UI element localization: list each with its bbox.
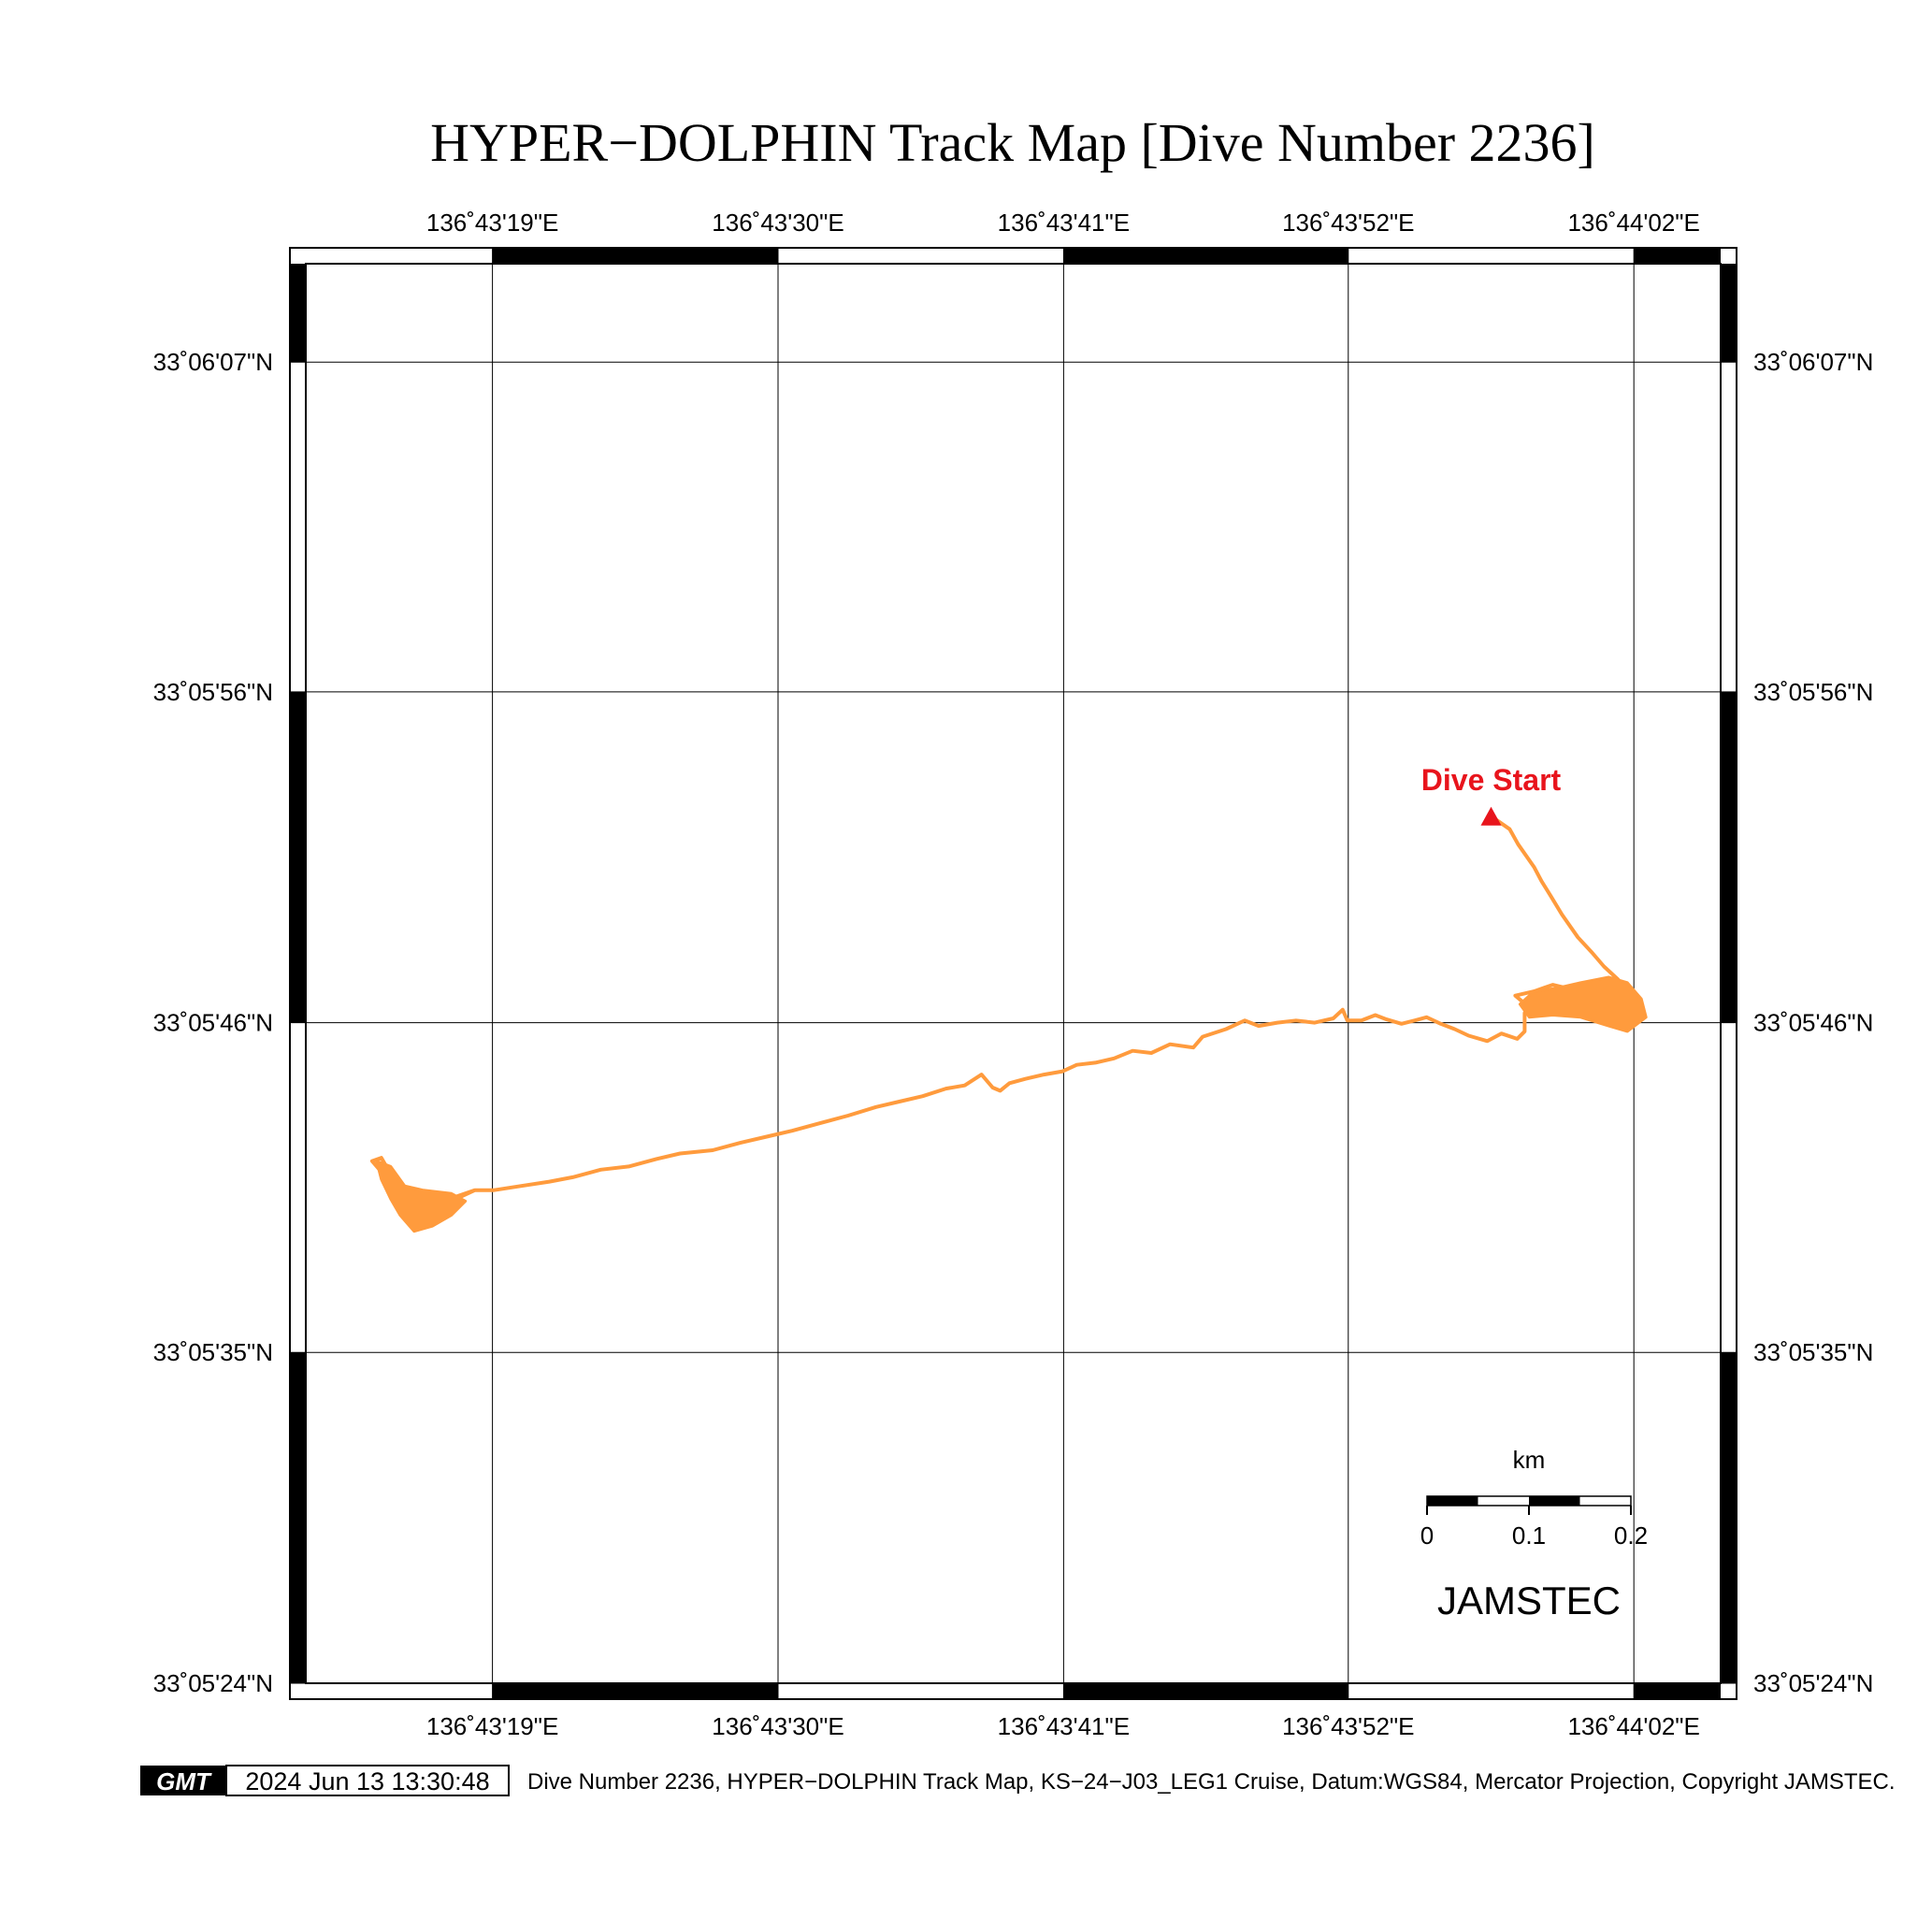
dive-start-label: Dive Start [1421,763,1562,797]
frame-bar-right [1721,691,1737,1023]
frame-outer [289,247,1737,1700]
footer: GMT 2024 Jun 13 13:30:48 Dive Number 223… [140,1765,1896,1796]
dive-track [369,814,1648,1233]
track-survey-cluster [1518,975,1648,1033]
lon-label-top: 136˚44'02"E [1567,209,1699,237]
scale-bar-segment [1529,1496,1580,1506]
timestamp-box [225,1765,510,1796]
scale-unit-label: km [1513,1446,1546,1474]
frame-bar-top [1634,248,1721,264]
dive-start-marker: Dive Start [1421,763,1562,826]
lon-label-top: 136˚43'41"E [998,209,1130,237]
lat-label-right: 33˚05'56"N [1753,678,1873,706]
gmt-logo-box [140,1766,226,1795]
frame-bar-top [492,248,778,264]
scale-bar-segment [1427,1496,1478,1506]
lon-label-top: 136˚43'52"E [1282,209,1414,237]
dive-start-triangle [1480,806,1502,826]
lat-label-right: 33˚05'35"N [1753,1338,1873,1366]
organization-label: JAMSTEC [1437,1579,1621,1622]
frame-bar-left [290,691,306,1023]
frame-bar-right [1721,1352,1737,1683]
lon-label-bottom: 136˚43'30"E [712,1712,843,1740]
frame-bar-bottom [1634,1683,1721,1699]
frame-bar-bottom [1063,1683,1348,1699]
lat-label-right: 33˚05'46"N [1753,1009,1873,1037]
footer-caption: Dive Number 2236, HYPER−DOLPHIN Track Ma… [527,1769,1896,1795]
scale-bar: km 0 0.1 0.2 [1420,1446,1648,1550]
lat-label-left: 33˚05'46"N [153,1009,273,1037]
lat-label-right: 33˚06'07"N [1753,348,1873,376]
lon-label-top: 136˚43'30"E [712,209,843,237]
map-frame [289,247,1737,1700]
scale-label-1: 0.1 [1512,1521,1546,1550]
lat-label-left: 33˚05'35"N [153,1338,273,1366]
gmt-logo: GMT [156,1767,212,1795]
lat-label-left: 33˚06'07"N [153,348,273,376]
lat-label-left: 33˚05'24"N [153,1669,273,1697]
map-title: HYPER−DOLPHIN Track Map [Dive Number 223… [430,112,1595,173]
lat-label-left: 33˚05'56"N [153,678,273,706]
scale-label-0: 0 [1420,1521,1434,1550]
lat-label-right: 33˚05'24"N [1753,1669,1873,1697]
lon-label-bottom: 136˚43'19"E [426,1712,558,1740]
lon-label-bottom: 136˚44'02"E [1567,1712,1699,1740]
frame-bar-left [290,264,306,363]
frame-bar-top [1063,248,1348,264]
track-survey-cluster [375,1160,468,1233]
frame-bar-bottom [492,1683,778,1699]
lon-label-bottom: 136˚43'52"E [1282,1712,1414,1740]
frame-bar-right [1721,264,1737,363]
frame-bar-left [290,1352,306,1683]
scale-label-2: 0.2 [1614,1521,1648,1550]
lon-label-top: 136˚43'19"E [426,209,558,237]
lon-label-bottom: 136˚43'41"E [998,1712,1130,1740]
coordinate-labels: 136˚43'19"E 136˚43'19"E 136˚43'30"E 136˚43'… [153,209,1874,1740]
graticule [290,248,1737,1699]
timestamp: 2024 Jun 13 13:30:48 [245,1767,489,1795]
